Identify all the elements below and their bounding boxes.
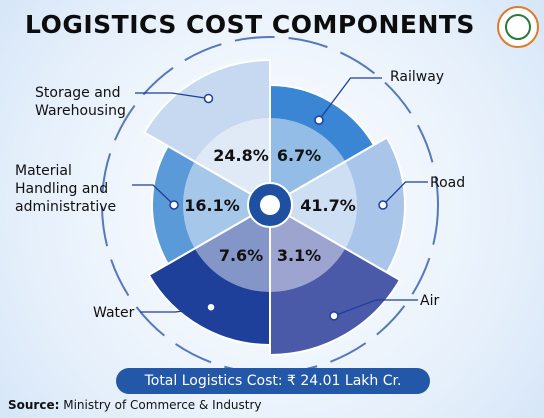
leader-dot [329,311,339,321]
segment [147,203,271,347]
value-label: 7.6% [219,246,263,265]
value-label: 3.1% [277,246,321,265]
value-label: 6.7% [277,146,321,165]
chart-title: LOGISTICS COST COMPONENTS [25,10,475,39]
leader-line [140,306,212,313]
leader-line [333,299,418,317]
leader-line [135,92,209,100]
source-text: Ministry of Commerce & Industry [63,398,262,412]
center-dot [260,195,280,215]
category-label: Water [93,305,135,321]
logo [497,6,539,48]
segment [143,58,271,207]
outer-ring [101,36,439,374]
segment [151,144,273,266]
value-label: 41.7% [300,196,356,215]
leader-line [318,77,382,121]
category-label: Storage and Warehousing [35,85,126,119]
value-label: 24.8% [213,146,269,165]
source: Source: Ministry of Commerce & Industry [8,398,262,412]
segment [269,203,402,357]
leader-dot [378,200,388,210]
category-label: Air [420,293,440,309]
category-label: Railway [390,69,445,85]
logo-inner [505,14,531,40]
segment [269,83,376,207]
leader-dot [206,302,216,312]
source-label: Source: [8,398,60,412]
category-label: Material Handling and administrative [15,163,117,215]
leader-line [132,184,175,206]
leader-dot [314,115,324,125]
leader-dot [203,93,214,104]
segment [268,136,406,274]
total-label: Total Logistics Cost: ₹ 24.01 Lakh Cr. [116,368,430,394]
leader-line [382,181,428,206]
category-label: Road [430,175,466,191]
leader-dot [169,200,179,210]
value-label: 16.1% [184,196,240,215]
